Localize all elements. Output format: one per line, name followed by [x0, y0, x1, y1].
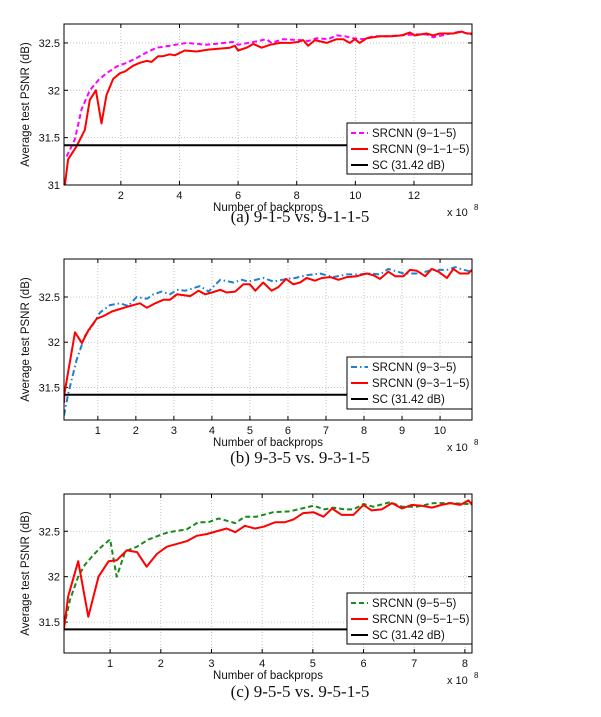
x-tick-label: 6: [285, 425, 291, 437]
x-axis-label: Number of backprops: [213, 670, 323, 682]
x-tick-label: 1: [107, 658, 113, 670]
multiplier-base: x 10: [447, 442, 468, 454]
x-axis-multiplier: x 10 8: [447, 203, 479, 219]
x-tick-label: 12: [408, 190, 420, 202]
y-tick-label: 32: [48, 572, 60, 584]
legend-label: SRCNN (9−3−5): [372, 362, 457, 374]
y-tick-label: 32.5: [39, 292, 60, 304]
axes-frame: [63, 23, 473, 186]
legend-label: SC (31.42 dB): [372, 160, 445, 172]
y-tick-label: 32.5: [39, 38, 60, 50]
subfigure-caption: (b) 9-3-5 vs. 9-3-1-5: [230, 448, 370, 467]
legend-label: SRCNN (9−1−5): [372, 128, 457, 140]
x-tick-label: 2: [133, 425, 139, 437]
x-tick-label: 7: [323, 425, 329, 437]
legend-label: SRCNN (9−5−1−5): [372, 614, 470, 626]
series-line-0: [64, 266, 472, 416]
x-tick-label: 8: [361, 425, 367, 437]
x-tick-label: 8: [294, 190, 300, 202]
legend-label: SRCNN (9−1−1−5): [372, 144, 470, 156]
legend: SRCNN (9−1−5) SRCNN (9−1−1−5) SC (31.42 dB…: [346, 122, 473, 175]
axes-frame: [63, 493, 473, 654]
x-tick-label: 6: [360, 658, 366, 670]
legend-label: SRCNN (9−3−1−5): [372, 378, 470, 390]
legend-label: SC (31.42 dB): [372, 394, 445, 406]
y-axis-label: Average test PSNR (dB): [20, 42, 32, 167]
x-axis-label: Number of backprops: [213, 437, 323, 449]
x-tick-label: 4: [176, 190, 182, 202]
x-tick-label: 2: [118, 190, 124, 202]
multiplier-exponent: 8: [474, 671, 479, 680]
multiplier-base: x 10: [447, 207, 468, 219]
x-tick-label: 10: [434, 425, 446, 437]
subfigure-caption: (a) 9-1-5 vs. 9-1-1-5: [231, 207, 370, 226]
x-tick-label: 3: [171, 425, 177, 437]
x-axis-label: Number of backprops: [213, 202, 323, 214]
multiplier-exponent: 8: [474, 203, 479, 212]
x-tick-label: 1: [95, 425, 101, 437]
series-line-1: [64, 499, 472, 629]
x-tick-label: 4: [259, 658, 265, 670]
subfigure-caption: (c) 9-5-5 vs. 9-5-1-5: [231, 682, 370, 701]
series-line-1: [64, 30, 472, 185]
multiplier-base: x 10: [447, 675, 468, 687]
legend-label: SC (31.42 dB): [372, 630, 445, 642]
x-tick-label: 6: [235, 190, 241, 202]
y-tick-label: 32: [48, 85, 60, 97]
x-tick-label: 9: [399, 425, 405, 437]
y-tick-label: 32.5: [39, 526, 60, 538]
x-tick-label: 10: [349, 190, 361, 202]
y-axis-label: Average test PSNR (dB): [20, 277, 32, 402]
x-tick-label: 5: [310, 658, 316, 670]
x-tick-label: 3: [208, 658, 214, 670]
multiplier-exponent: 8: [474, 438, 479, 447]
legend-label: SRCNN (9−5−5): [372, 598, 457, 610]
series-line-1: [64, 267, 472, 403]
x-tick-label: 5: [247, 425, 253, 437]
y-tick-label: 31.5: [39, 382, 60, 394]
legend: SRCNN (9−3−5) SRCNN (9−3−1−5) SC (31.42 dB…: [346, 356, 473, 410]
x-tick-label: 8: [462, 658, 468, 670]
y-tick-label: 31.5: [39, 133, 60, 145]
y-tick-label: 31.5: [39, 617, 60, 629]
y-tick-label: 32: [48, 337, 60, 349]
x-tick-label: 4: [209, 425, 215, 437]
x-tick-label: 7: [411, 658, 417, 670]
x-tick-label: 2: [158, 658, 164, 670]
legend: SRCNN (9−5−5) SRCNN (9−5−1−5) SC (31.42 dB…: [346, 592, 473, 645]
axes-frame: [63, 258, 473, 421]
y-tick-label: 31: [48, 180, 60, 192]
x-axis-multiplier: x 10 8: [447, 671, 479, 687]
x-axis-multiplier: x 10 8: [447, 438, 479, 454]
y-axis-label: Average test PSNR (dB): [20, 511, 32, 636]
